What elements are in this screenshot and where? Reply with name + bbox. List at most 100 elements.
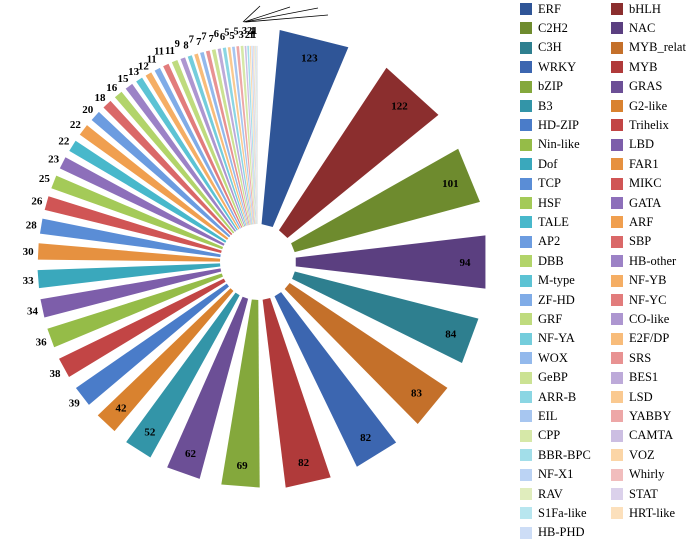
slice-value-label: 12 bbox=[138, 60, 150, 72]
legend-swatch bbox=[520, 216, 532, 229]
legend-item: LSD bbox=[611, 390, 653, 404]
legend-label: HSF bbox=[538, 195, 561, 210]
pie-slice-c2h2 bbox=[291, 148, 480, 253]
pie-slice-zf-hd bbox=[154, 67, 241, 229]
leader-line bbox=[245, 14, 329, 23]
legend-label: VOZ bbox=[629, 447, 655, 462]
slice-value-label: 94 bbox=[459, 257, 471, 269]
legend-label: B3 bbox=[538, 98, 553, 113]
slice-value-label: 16 bbox=[106, 82, 118, 94]
legend-item: NAC bbox=[611, 21, 655, 35]
slice-value-label: 39 bbox=[69, 398, 81, 410]
legend-item: STAT bbox=[611, 487, 658, 501]
legend-item: AP2 bbox=[520, 234, 560, 249]
legend-label: C2H2 bbox=[538, 20, 568, 35]
legend-label: NAC bbox=[629, 20, 656, 35]
legend-swatch bbox=[611, 197, 623, 209]
pie-slice-voz bbox=[249, 45, 257, 225]
legend-swatch bbox=[520, 371, 532, 384]
legend-item: NF-YA bbox=[520, 331, 575, 346]
pie-slice-ap2 bbox=[91, 111, 231, 238]
legend-label: EIL bbox=[538, 408, 558, 423]
legend-item: VOZ bbox=[611, 448, 655, 462]
legend-item: Trihelix bbox=[611, 118, 669, 132]
legend-label: Whirly bbox=[629, 467, 665, 482]
legend-label: NF-YA bbox=[538, 331, 575, 346]
pie-slice-nin-like bbox=[47, 273, 223, 348]
pie-slice-nf-ya bbox=[187, 55, 247, 227]
legend-item: G2-like bbox=[611, 99, 667, 113]
pie-slice-gata bbox=[59, 157, 225, 246]
legend-label: SRS bbox=[629, 350, 652, 365]
legend-swatch bbox=[611, 391, 623, 403]
pie-slice-co-like bbox=[180, 57, 246, 227]
legend-label: CO-like bbox=[629, 311, 670, 326]
legend-label: E2F/DP bbox=[629, 331, 670, 346]
slice-value-label: 122 bbox=[391, 101, 408, 113]
legend-swatch bbox=[520, 158, 532, 171]
legend-item: bHLH bbox=[611, 2, 661, 16]
legend-swatch bbox=[611, 80, 623, 93]
legend-item: E2F/DP bbox=[611, 331, 670, 346]
slice-value-label: 52 bbox=[144, 427, 156, 439]
legend-label: HD-ZIP bbox=[538, 117, 579, 132]
slice-value-label: 82 bbox=[360, 432, 372, 444]
pie-slice-hsf bbox=[51, 175, 224, 250]
pie-slice-bhlh bbox=[278, 67, 439, 238]
legend-swatch bbox=[611, 119, 623, 132]
slice-value-label: 26 bbox=[31, 195, 43, 207]
legend-item: ERF bbox=[520, 2, 561, 16]
legend-item: YABBY bbox=[611, 409, 671, 423]
legend-swatch bbox=[611, 429, 623, 442]
pie-slice-nf-x1 bbox=[251, 45, 258, 225]
pie-slice-tcp bbox=[39, 218, 221, 258]
legend-swatch bbox=[611, 488, 623, 500]
pie-slice-eil bbox=[232, 46, 254, 225]
legend-label: ARR-B bbox=[538, 389, 577, 404]
legend-item: MIKC bbox=[611, 176, 662, 191]
legend-label: ZF-HD bbox=[538, 292, 575, 307]
legend-swatch bbox=[520, 313, 532, 326]
slice-value-label: 28 bbox=[26, 219, 38, 231]
slice-value-label: 1 bbox=[250, 26, 255, 37]
legend-label: WRKY bbox=[538, 59, 577, 74]
legend-swatch bbox=[611, 255, 623, 268]
legend-item: ARF bbox=[611, 215, 653, 229]
slice-value-label: 5 bbox=[229, 31, 234, 42]
legend-item: WRKY bbox=[520, 60, 576, 74]
legend-label: bHLH bbox=[629, 1, 661, 16]
legend-label: NF-X1 bbox=[538, 467, 574, 482]
legend-item: SRS bbox=[611, 351, 651, 365]
legend-swatch bbox=[611, 61, 623, 74]
legend-label: MIKC bbox=[629, 176, 662, 191]
legend-swatch bbox=[611, 410, 623, 423]
legend-label: BBR-BPC bbox=[538, 447, 591, 462]
legend-label: DBB bbox=[538, 253, 564, 268]
legend-item: MYB bbox=[611, 60, 657, 74]
legend-swatch bbox=[611, 216, 623, 229]
slice-value-label: 38 bbox=[50, 368, 62, 380]
legend-item: LBD bbox=[611, 137, 654, 152]
legend-item: NF-X1 bbox=[520, 467, 574, 482]
legend-item: C2H2 bbox=[520, 21, 568, 35]
legend-swatch bbox=[611, 507, 623, 520]
pie-slice-dbb bbox=[114, 91, 235, 234]
legend-item: Dof bbox=[520, 157, 557, 171]
slice-value-label: 3 bbox=[242, 26, 247, 37]
legend-label: RAV bbox=[538, 486, 563, 501]
slice-value-label: 30 bbox=[23, 246, 35, 258]
pie-slice-hrt-like bbox=[256, 45, 258, 225]
leader-line bbox=[242, 5, 261, 23]
legend-item: BBR-BPC bbox=[520, 448, 591, 462]
legend-label: GRF bbox=[538, 311, 563, 326]
legend-swatch bbox=[520, 332, 532, 345]
legend-item: Nin-like bbox=[520, 137, 580, 152]
pie-slice-hd-zip bbox=[75, 283, 229, 405]
slice-value-label: 25 bbox=[39, 173, 51, 185]
legend-swatch bbox=[611, 449, 623, 462]
legend-swatch bbox=[611, 3, 623, 15]
legend-item: HB-other bbox=[611, 254, 676, 268]
legend-label: bZIP bbox=[538, 79, 563, 94]
slice-value-label: 11 bbox=[165, 46, 175, 57]
legend-swatch bbox=[520, 429, 532, 442]
